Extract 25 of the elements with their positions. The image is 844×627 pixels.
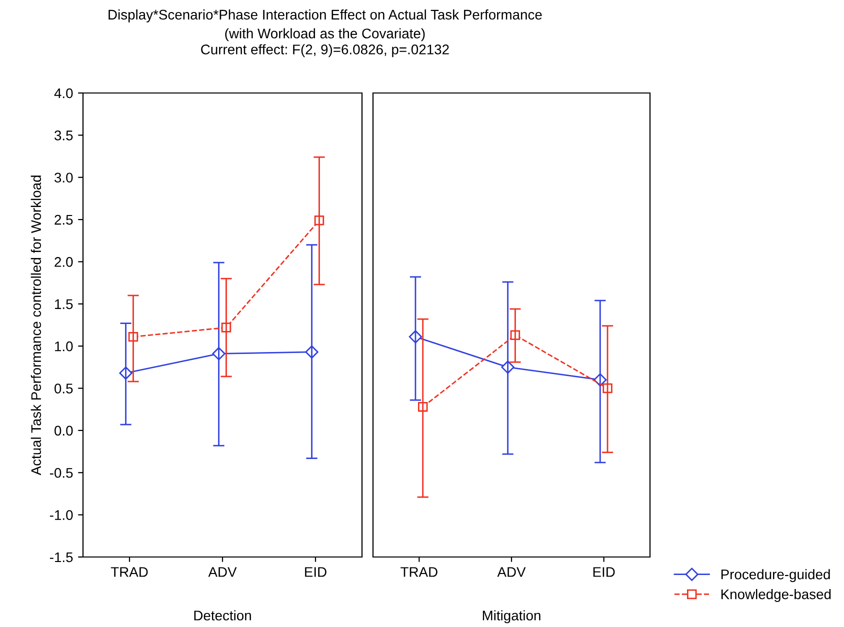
x-tick-label: EID <box>593 567 615 577</box>
y-tick-label: 2.0 <box>54 257 73 267</box>
x-tick-label: EID <box>305 567 326 577</box>
y-tick-label: 1.0 <box>55 341 73 352</box>
y-tick-label: 3.0 <box>54 172 73 183</box>
x-tick-label: ADV <box>208 567 237 577</box>
y-tick-label: 3.5 <box>54 130 73 140</box>
y-axis-title: Actual Task Performance controlled for Workload <box>30 176 42 476</box>
x-axis-title: Detection <box>194 610 251 620</box>
y-tick-label: 0.0 <box>54 426 73 436</box>
x-axis-title: Mitigation <box>482 610 540 624</box>
x-tick-label: ADV <box>497 567 526 577</box>
y-tick-label: 2.5 <box>54 214 73 225</box>
y-tick-label: -0.5 <box>50 468 73 478</box>
chart-title: Display*Scenario*Phase Interaction Effect on Actual Task Performance <box>108 9 542 22</box>
legend-label: Procedure-guided <box>721 569 830 582</box>
legend-label: Knowledge-based <box>721 589 831 602</box>
chart-subtitle: (with Workload as the Covariate) Current effect: F(2, 9)=6.0826, p=.02132 <box>201 28 449 58</box>
y-tick-label: -1.0 <box>50 510 73 520</box>
y-tick-label: 0.5 <box>54 384 73 394</box>
y-tick-label: 1.5 <box>55 299 73 310</box>
x-tick-label: TRAD <box>110 567 148 577</box>
y-tick-label: -1.5 <box>50 552 73 562</box>
x-tick-label: TRAD <box>400 567 438 577</box>
y-tick-label: 4.0 <box>54 88 73 98</box>
